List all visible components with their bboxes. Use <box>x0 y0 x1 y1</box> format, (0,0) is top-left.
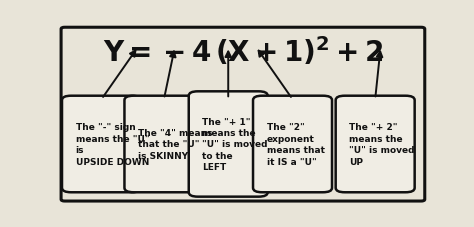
FancyBboxPatch shape <box>62 96 141 192</box>
Text: The "2"
exponent
means that
it IS a "U": The "2" exponent means that it IS a "U" <box>266 123 325 166</box>
Text: The "+ 2"
means the
"U" is moved
UP: The "+ 2" means the "U" is moved UP <box>349 123 415 166</box>
FancyBboxPatch shape <box>253 96 332 192</box>
Text: The "-" sign
means the "U"
is
UPSIDE DOWN: The "-" sign means the "U" is UPSIDE DOW… <box>75 123 149 166</box>
FancyBboxPatch shape <box>189 92 268 197</box>
FancyBboxPatch shape <box>125 96 203 192</box>
FancyBboxPatch shape <box>61 28 425 201</box>
Text: The "4" means
that the "U"
is SKINNY: The "4" means that the "U" is SKINNY <box>138 128 212 160</box>
FancyBboxPatch shape <box>336 96 415 192</box>
Text: $\bf{Y = - 4 \,(X + 1)^{2} + 2}$: $\bf{Y = - 4 \,(X + 1)^{2} + 2}$ <box>103 35 383 67</box>
Text: The "+ 1"
means the
"U" is moved
to the
LEFT: The "+ 1" means the "U" is moved to the … <box>202 117 268 172</box>
